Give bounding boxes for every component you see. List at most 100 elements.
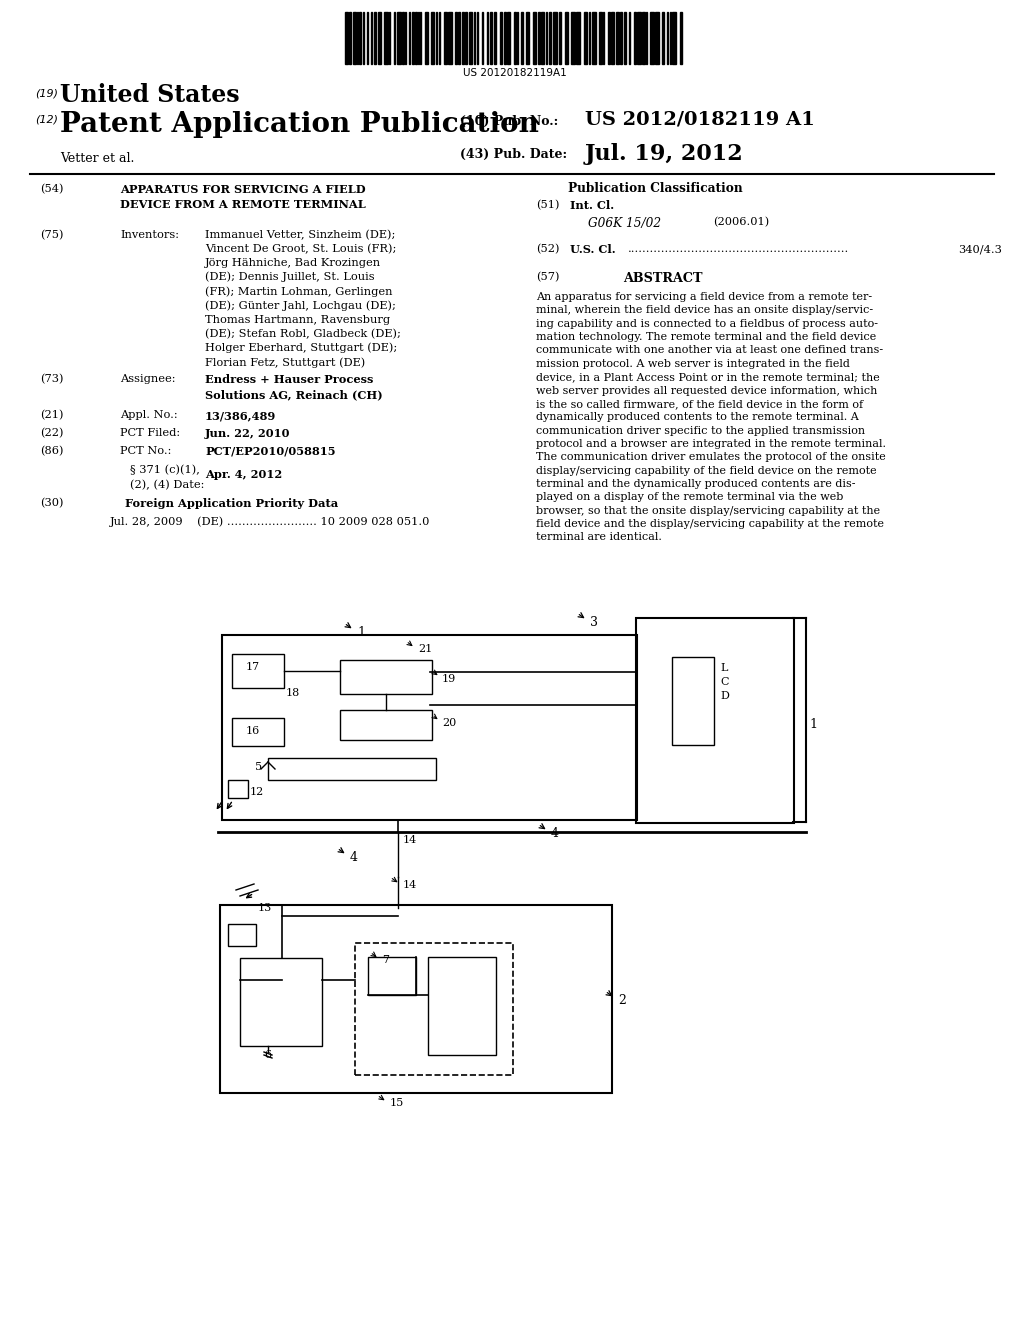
Bar	[228, 780, 248, 799]
Bar	[355, 942, 513, 1074]
Bar	[507, 12, 510, 63]
Text: 13: 13	[258, 903, 272, 913]
Text: (12): (12)	[35, 115, 58, 125]
Text: 4: 4	[350, 851, 358, 865]
Bar	[374, 12, 376, 63]
Bar	[514, 12, 516, 63]
Bar	[469, 12, 472, 63]
Text: 14: 14	[403, 836, 417, 845]
Bar	[655, 12, 659, 63]
Bar	[553, 12, 557, 63]
Bar	[672, 12, 676, 63]
Text: APPARATUS FOR SERVICING A FIELD
DEVICE FROM A REMOTE TERMINAL: APPARATUS FOR SERVICING A FIELD DEVICE F…	[120, 183, 366, 210]
Text: C: C	[720, 677, 728, 686]
Bar	[449, 12, 452, 63]
Text: 14: 14	[403, 880, 417, 890]
Text: 20: 20	[442, 718, 457, 729]
Bar	[402, 12, 404, 63]
Bar	[620, 12, 622, 63]
Text: Jul. 28, 2009    (DE) ........................ 10 2009 028 051.0: Jul. 28, 2009 (DE) .....................…	[110, 516, 430, 527]
Text: Assignee:: Assignee:	[120, 374, 175, 384]
Bar	[268, 758, 436, 780]
Text: 21: 21	[418, 644, 432, 653]
Bar	[534, 12, 536, 63]
Bar	[462, 12, 464, 63]
Text: An apparatus for servicing a field device from a remote ter-
minal, wherein the : An apparatus for servicing a field devic…	[536, 292, 886, 543]
Text: 13/386,489: 13/386,489	[205, 411, 276, 421]
Text: (10) Pub. No.:: (10) Pub. No.:	[460, 115, 558, 128]
Bar	[592, 12, 596, 63]
Text: 17: 17	[246, 663, 260, 672]
Text: Foreign Application Priority Data: Foreign Application Priority Data	[125, 498, 338, 510]
Text: PCT No.:: PCT No.:	[120, 446, 171, 455]
Bar	[340, 660, 432, 694]
Bar	[599, 12, 602, 63]
Bar	[353, 12, 356, 63]
Bar	[431, 12, 434, 63]
Text: (22): (22)	[40, 428, 63, 438]
Bar	[397, 12, 401, 63]
Bar	[425, 12, 428, 63]
Text: Vetter et al.: Vetter et al.	[60, 152, 134, 165]
Text: (54): (54)	[40, 183, 63, 194]
Bar	[662, 12, 664, 63]
Bar	[571, 12, 575, 63]
Text: Apr. 4, 2012: Apr. 4, 2012	[205, 469, 283, 480]
Text: (30): (30)	[40, 498, 63, 508]
Text: (86): (86)	[40, 446, 63, 457]
Text: (2006.01): (2006.01)	[713, 216, 769, 227]
Text: Inventors:: Inventors:	[120, 230, 179, 240]
Text: Appl. No.:: Appl. No.:	[120, 411, 177, 420]
Text: 12: 12	[250, 787, 264, 797]
Text: PCT/EP2010/058815: PCT/EP2010/058815	[205, 446, 336, 457]
Text: (43) Pub. Date:: (43) Pub. Date:	[460, 148, 567, 161]
Text: Int. Cl.: Int. Cl.	[570, 201, 614, 211]
Text: 6: 6	[264, 1049, 271, 1060]
Bar	[680, 12, 682, 63]
Text: (73): (73)	[40, 374, 63, 384]
Text: 19: 19	[442, 675, 457, 684]
Bar	[368, 957, 416, 995]
Bar	[584, 12, 587, 63]
Bar	[521, 12, 523, 63]
Text: U.S. Cl.: U.S. Cl.	[570, 244, 615, 255]
Text: 7: 7	[382, 954, 389, 965]
Text: 340/4.3: 340/4.3	[958, 244, 1001, 253]
Bar	[359, 12, 361, 63]
Bar	[611, 12, 614, 63]
Text: (75): (75)	[40, 230, 63, 240]
Text: 3: 3	[590, 616, 598, 630]
Text: 2: 2	[618, 994, 626, 1007]
Bar	[565, 12, 568, 63]
Bar	[222, 635, 637, 820]
Bar	[428, 957, 496, 1055]
Bar	[490, 12, 492, 63]
Bar	[458, 12, 460, 63]
Bar	[616, 12, 618, 63]
Bar	[608, 12, 610, 63]
Bar	[232, 718, 284, 746]
Text: 4: 4	[551, 828, 559, 840]
Text: 16: 16	[246, 726, 260, 737]
Text: Jun. 22, 2010: Jun. 22, 2010	[205, 428, 291, 440]
Text: L: L	[720, 663, 727, 673]
Text: D: D	[720, 690, 729, 701]
Text: Publication Classification: Publication Classification	[568, 182, 742, 195]
Text: ABSTRACT: ABSTRACT	[623, 272, 702, 285]
Bar	[634, 12, 636, 63]
Text: PCT Filed:: PCT Filed:	[120, 428, 180, 438]
Bar	[541, 12, 544, 63]
Text: (52): (52)	[536, 244, 559, 255]
Bar	[650, 12, 654, 63]
Bar	[642, 12, 645, 63]
Bar	[378, 12, 381, 63]
Text: US 2012/0182119 A1: US 2012/0182119 A1	[585, 111, 815, 129]
Bar	[232, 653, 284, 688]
Text: Patent Application Publication: Patent Application Publication	[60, 111, 539, 139]
Bar	[349, 12, 351, 63]
Text: United States: United States	[60, 83, 240, 107]
Bar	[415, 12, 417, 63]
Bar	[494, 12, 496, 63]
Text: US 20120182119A1: US 20120182119A1	[463, 69, 567, 78]
Text: (57): (57)	[536, 272, 559, 282]
